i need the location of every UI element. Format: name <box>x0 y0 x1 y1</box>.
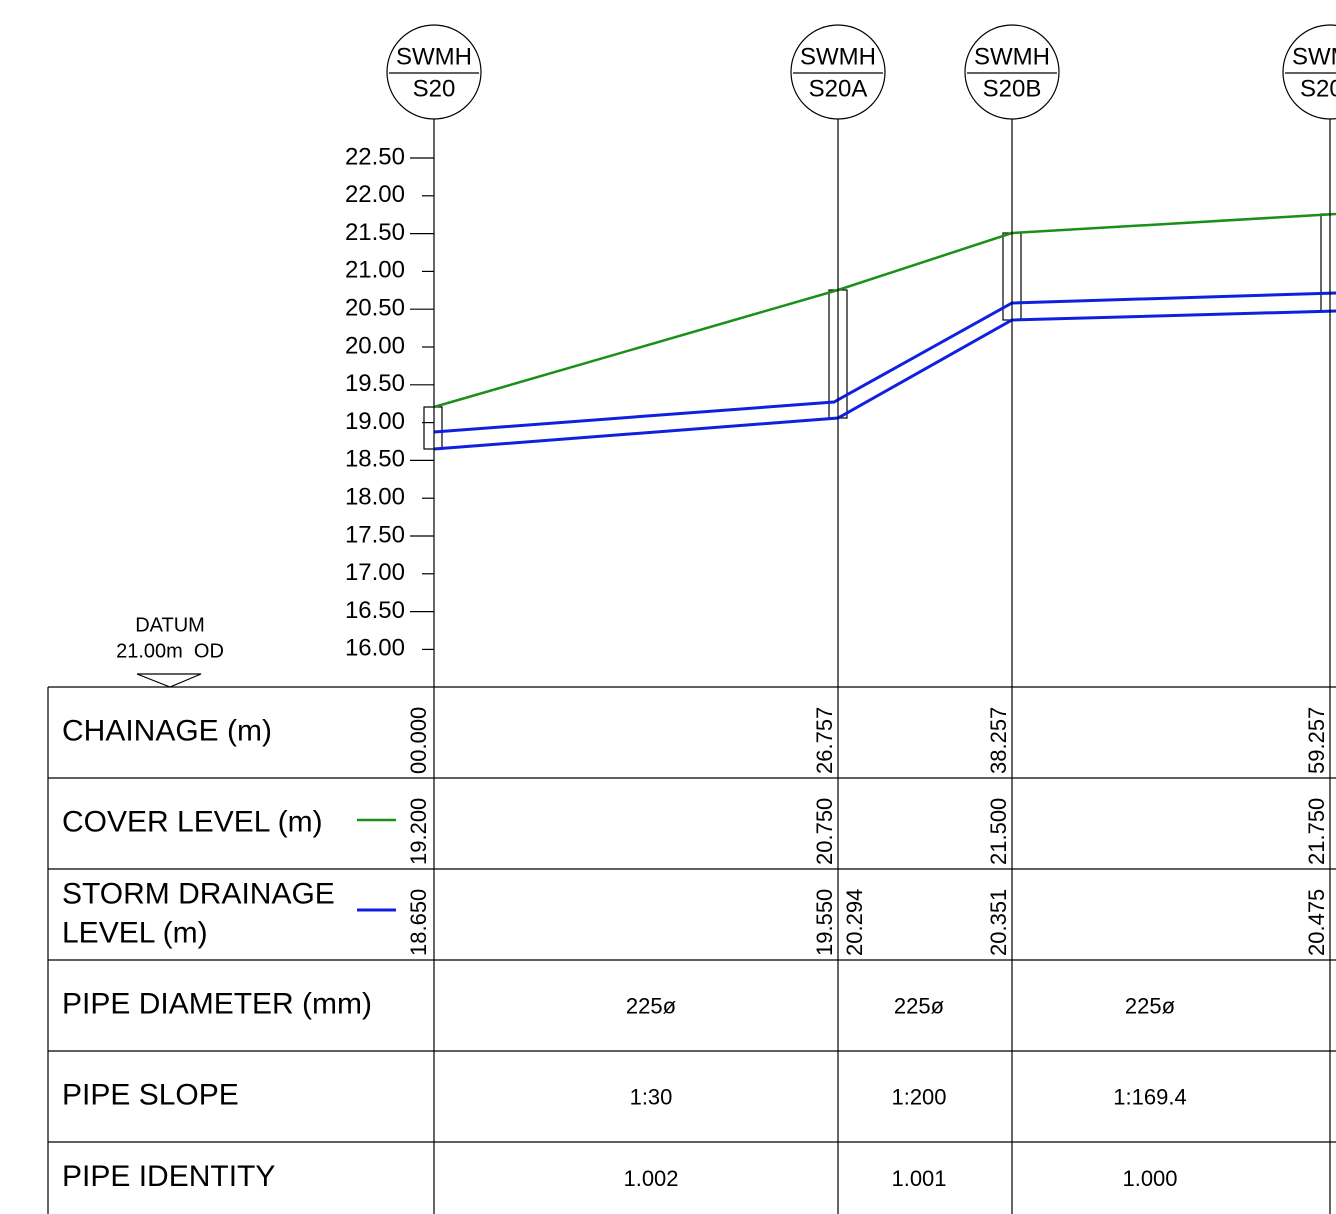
profile <box>423 212 1336 451</box>
level-label: 19.00 <box>345 408 405 435</box>
level-label: 22.00 <box>345 181 405 208</box>
manhole-type: SWMH <box>800 43 876 70</box>
level-value: 19.200 <box>406 798 431 865</box>
level-label: 19.50 <box>345 370 405 397</box>
row-label: LEVEL (m) <box>62 916 208 949</box>
pipe-value: 1:200 <box>891 1084 946 1109</box>
level-label: 20.50 <box>345 295 405 322</box>
pipe-value: 225ø <box>894 993 944 1018</box>
level-label: 21.50 <box>345 219 405 246</box>
level-value: 59.257 <box>1304 707 1329 774</box>
manhole-id: S20 <box>413 75 456 102</box>
pipe-value: 1.000 <box>1122 1166 1177 1191</box>
level-value: 26.757 <box>812 707 837 774</box>
row-label: PIPE IDENTITY <box>62 1160 275 1193</box>
level-value: 20.475 <box>1304 889 1329 956</box>
row-label: STORM DRAINAGE <box>62 877 335 910</box>
datum-title: DATUM <box>135 614 205 636</box>
level-value: 18.650 <box>406 889 431 956</box>
level-label: 17.50 <box>345 521 405 548</box>
pipe-soffit <box>433 291 1336 434</box>
pipe-invert <box>433 309 1336 451</box>
level-label: 16.00 <box>345 635 405 662</box>
row-label: PIPE SLOPE <box>62 1078 239 1111</box>
pipe-value: 1.001 <box>891 1166 946 1191</box>
pipe-value: 1:169.4 <box>1113 1084 1186 1109</box>
level-label: 18.50 <box>345 446 405 473</box>
level-label: 22.50 <box>345 143 405 170</box>
level-label: 16.50 <box>345 597 405 624</box>
row-label: PIPE DIAMETER (mm) <box>62 987 372 1020</box>
row-label: CHAINAGE (m) <box>62 714 272 747</box>
manhole-circle <box>386 24 482 120</box>
manhole-id: S20B <box>983 75 1042 102</box>
level-value: 20.294 <box>842 889 867 956</box>
manhole-id: S20A <box>809 75 868 102</box>
level-label: 18.00 <box>345 484 405 511</box>
manhole-circle <box>964 24 1060 120</box>
level-value: 20.351 <box>986 889 1011 956</box>
pipe-value: 225ø <box>1125 993 1175 1018</box>
level-value: 38.257 <box>986 707 1011 774</box>
level-value: 00.000 <box>406 707 431 774</box>
pipe-value: 225ø <box>626 993 676 1018</box>
manhole-type: SWMH <box>396 43 472 70</box>
manhole-box <box>1320 213 1336 312</box>
level-value: 19.550 <box>812 889 837 956</box>
manhole-type: SWMH <box>1292 43 1336 70</box>
datum-marker <box>136 673 202 688</box>
level-value: 21.750 <box>1304 798 1329 865</box>
cover-line <box>433 212 1336 409</box>
level-value: 21.500 <box>986 798 1011 865</box>
manhole-circle <box>1282 24 1336 120</box>
datum-value: 21.00m OD <box>116 640 224 662</box>
manhole-id: S20C <box>1300 75 1336 102</box>
level-label: 20.00 <box>345 332 405 359</box>
level-value: 20.750 <box>812 798 837 865</box>
manhole-circle <box>790 24 886 120</box>
row-label: COVER LEVEL (m) <box>62 805 323 838</box>
level-label: 17.00 <box>345 559 405 586</box>
pipe-value: 1.002 <box>623 1166 678 1191</box>
manhole-box <box>423 406 443 450</box>
manhole-type: SWMH <box>974 43 1050 70</box>
level-label: 21.00 <box>345 257 405 284</box>
pipe-value: 1:30 <box>630 1084 673 1109</box>
